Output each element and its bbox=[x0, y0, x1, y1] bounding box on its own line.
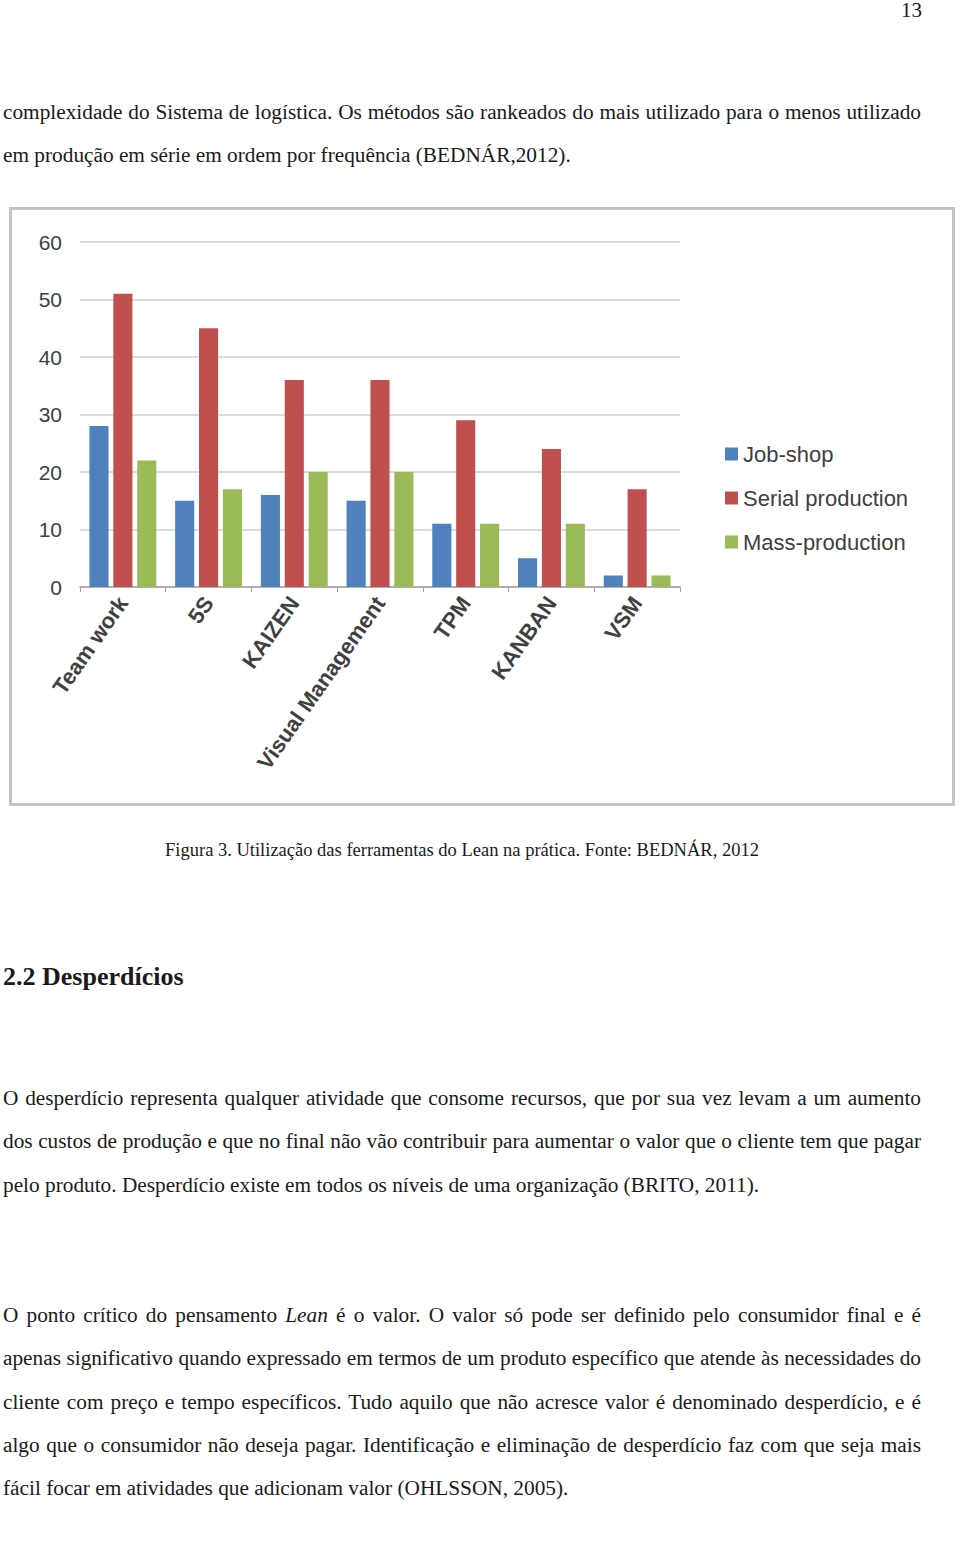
svg-text:Job-shop: Job-shop bbox=[743, 442, 834, 467]
svg-text:60: 60 bbox=[39, 231, 62, 254]
html-text:complexidade do Sistema de log: complexidade do Sistema de logística. Os… bbox=[3, 100, 921, 168]
svg-text:20: 20 bbox=[39, 461, 62, 484]
html-text:O desperdício representa qualq: O desperdício representa qualquer ativid… bbox=[3, 1086, 921, 1197]
svg-text:10: 10 bbox=[39, 518, 62, 541]
svg-text:KAIZEN: KAIZEN bbox=[237, 592, 304, 673]
svg-text:Visual Management: Visual Management bbox=[252, 591, 391, 774]
svg-text:Team work: Team work bbox=[48, 591, 134, 699]
svg-text:0: 0 bbox=[50, 576, 62, 599]
svg-text:30: 30 bbox=[39, 403, 62, 426]
svg-text:40: 40 bbox=[39, 346, 62, 369]
svg-text:VSM: VSM bbox=[600, 592, 648, 645]
html-text:2.2 Desperdícios: 2.2 Desperdícios bbox=[3, 962, 184, 991]
svg-text:TPM: TPM bbox=[429, 592, 476, 644]
svg-text:50: 50 bbox=[39, 288, 62, 311]
svg-text:KANBAN: KANBAN bbox=[486, 592, 561, 684]
svg-text:5S: 5S bbox=[183, 592, 219, 628]
html-text:Figura 3. Utilização das ferra: Figura 3. Utilização das ferramentas do … bbox=[165, 840, 759, 860]
svg-text:Mass-production: Mass-production bbox=[743, 530, 906, 555]
svg-text:Serial production: Serial production bbox=[743, 486, 908, 511]
html-text:O ponto crítico do pensamento: O ponto crítico do pensamento Lean é o v… bbox=[3, 1303, 921, 1501]
